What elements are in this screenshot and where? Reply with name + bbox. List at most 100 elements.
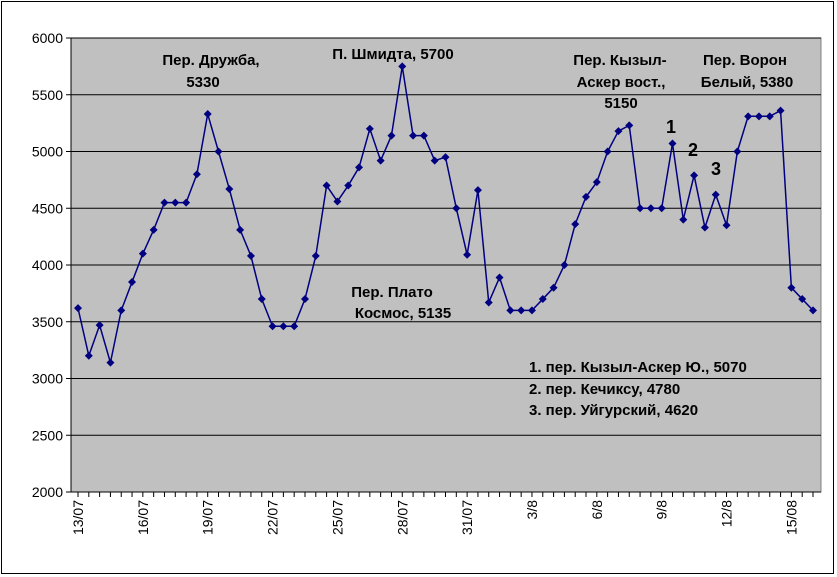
data-point <box>138 249 147 258</box>
data-point <box>506 306 515 315</box>
data-point <box>355 163 364 172</box>
data-point <box>214 147 223 156</box>
data-point <box>733 147 742 156</box>
data-point <box>225 184 234 193</box>
data-point <box>679 215 688 224</box>
data-point <box>754 112 763 121</box>
y-tick-label: 3000 <box>32 371 63 387</box>
data-point <box>776 106 785 115</box>
data-point <box>744 112 753 121</box>
annotation-note-3: 3. пер. Уйгурский, 4620 <box>529 402 698 419</box>
x-tick-label: 13/07 <box>70 500 86 535</box>
data-point <box>484 298 493 307</box>
data-point <box>192 170 201 179</box>
data-point <box>787 283 796 292</box>
annotation-druzhba-line2: 5330 <box>186 74 219 91</box>
annotation-plato-kosmos-line2: Космос, 5135 <box>355 305 451 322</box>
data-point <box>452 204 461 213</box>
data-point <box>582 192 591 201</box>
data-point <box>376 156 385 165</box>
data-point <box>463 250 472 259</box>
x-tick-label: 9/8 <box>654 500 670 520</box>
data-point <box>387 131 396 140</box>
series-line <box>74 62 817 367</box>
y-tick-label: 3500 <box>32 314 63 330</box>
data-point <box>527 306 536 315</box>
data-point <box>809 306 817 315</box>
x-tick-label: 15/08 <box>783 500 799 535</box>
y-tick-label: 2000 <box>32 484 63 500</box>
data-point <box>765 112 774 121</box>
data-point <box>798 295 807 304</box>
annotation-voron-belyi-line2: Белый, 5380 <box>701 74 793 91</box>
data-point <box>117 306 126 315</box>
x-tick-label: 25/07 <box>329 500 345 535</box>
annotation-marker-2: 2 <box>688 140 698 160</box>
data-point <box>160 198 169 207</box>
annotation-note-1: 1. пер. Кызыл-Аскер Ю., 5070 <box>529 359 747 376</box>
x-tick-label: 3/8 <box>524 500 540 520</box>
data-point <box>182 198 191 207</box>
data-point <box>571 220 580 229</box>
data-point <box>95 321 104 330</box>
data-point <box>603 147 612 156</box>
annotation-plato-kosmos-line1: Пер. Плато <box>351 284 433 301</box>
x-tick-label: 31/07 <box>459 500 475 535</box>
y-tick-label: 4000 <box>32 257 63 273</box>
data-point <box>473 186 482 195</box>
data-point <box>171 198 180 207</box>
data-point <box>517 306 526 315</box>
x-tick-label: 19/07 <box>200 500 216 535</box>
y-tick-label: 5500 <box>32 87 63 103</box>
data-point <box>257 295 266 304</box>
annotation-kyzyl-asker-east-line3: 5150 <box>604 95 637 112</box>
data-point <box>300 295 309 304</box>
data-point <box>636 204 645 213</box>
data-point <box>614 127 623 136</box>
data-point <box>344 181 353 190</box>
data-point <box>538 295 547 304</box>
data-point <box>722 221 731 230</box>
annotation-marker-1: 1 <box>666 117 676 137</box>
annotation-note-2: 2. пер. Кечиксу, 4780 <box>529 381 680 398</box>
annotation-druzhba-line1: Пер. Дружба, <box>162 52 259 69</box>
x-tick-label: 22/07 <box>265 500 281 535</box>
data-point <box>203 110 212 119</box>
data-point <box>290 322 299 331</box>
data-point <box>419 131 428 140</box>
data-point <box>149 225 158 234</box>
y-tick-label: 6000 <box>32 30 63 46</box>
data-point <box>625 121 634 130</box>
x-tick-label: 12/8 <box>719 500 735 527</box>
x-tick-label: 16/07 <box>135 500 151 535</box>
data-point <box>279 322 288 331</box>
y-tick-label: 5000 <box>32 144 63 160</box>
data-point <box>646 204 655 213</box>
data-point <box>322 181 331 190</box>
data-point <box>365 124 374 133</box>
gridlines <box>71 37 821 436</box>
data-point <box>430 156 439 165</box>
data-point <box>236 225 245 234</box>
data-point <box>106 358 115 367</box>
data-point <box>128 278 137 287</box>
data-point <box>495 273 504 282</box>
data-point <box>268 322 277 331</box>
annotation-shmidta: П. Шмидта, 5700 <box>332 46 453 63</box>
annotations: Пер. Дружба, 5330 П. Шмидта, 5700 Пер. К… <box>162 46 793 419</box>
data-point <box>311 251 320 260</box>
data-point <box>700 223 709 232</box>
data-point <box>74 304 82 313</box>
x-axis: 13/07 16/07 19/07 22/07 25/07 28/07 31/07 3/8 6/… <box>70 491 821 535</box>
y-tick-label: 2500 <box>32 427 63 443</box>
data-point <box>549 283 558 292</box>
data-point <box>668 139 677 148</box>
data-point <box>560 261 569 269</box>
data-point <box>711 190 720 199</box>
data-point <box>690 171 699 180</box>
x-tick-label: 6/8 <box>589 500 605 520</box>
annotation-kyzyl-asker-east-line2: Аскер вост., <box>577 74 666 91</box>
data-point <box>441 153 450 162</box>
data-point <box>657 204 666 213</box>
